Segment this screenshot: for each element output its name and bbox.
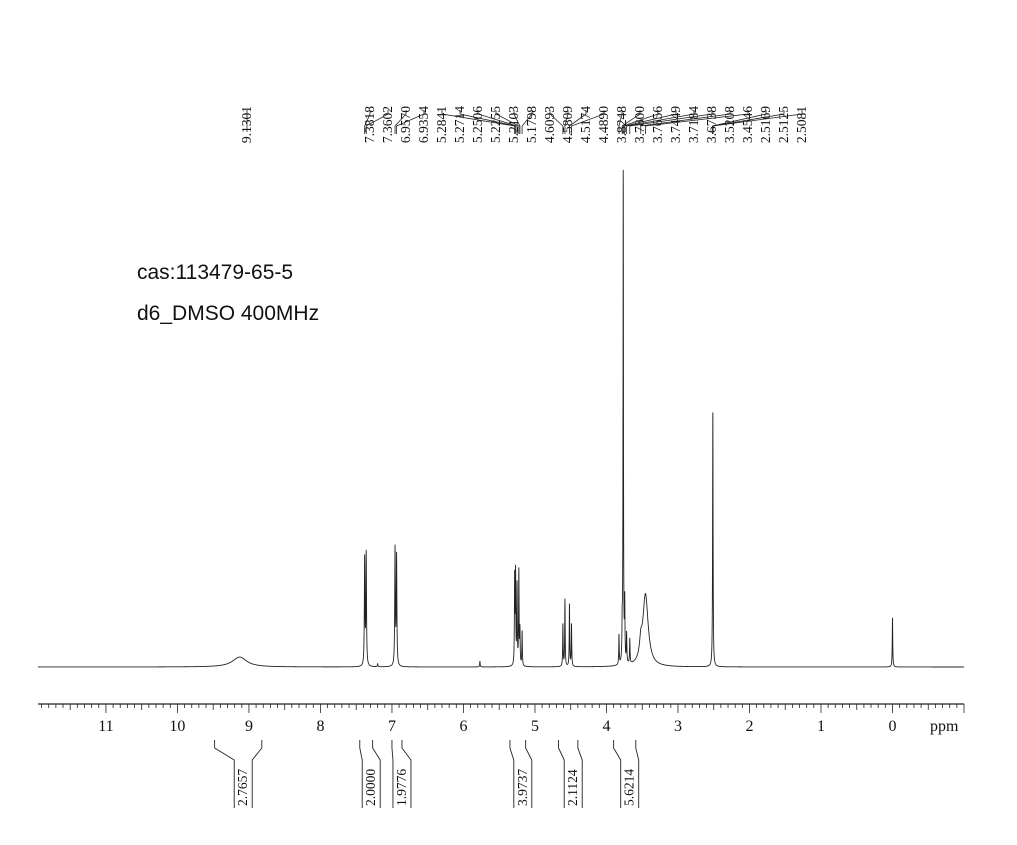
peak-shift-label: 4.6093 xyxy=(542,106,557,143)
integral-value-label: 1.9776 xyxy=(394,769,409,806)
x-tick-label: 10 xyxy=(169,718,185,735)
peak-connector xyxy=(459,110,516,134)
integral-bracket-left xyxy=(391,740,394,808)
peak-connector xyxy=(549,110,564,134)
x-tick-label: 0 xyxy=(888,718,896,735)
x-tick-label: 6 xyxy=(459,718,467,735)
integral-bracket-left xyxy=(558,740,565,808)
peak-connector xyxy=(571,110,605,134)
peak-shift-label: 3.4546 xyxy=(740,106,755,143)
integral-bracket-left xyxy=(509,740,515,808)
peak-shift-label: 5.2506 xyxy=(470,106,485,143)
peak-connector xyxy=(645,110,749,134)
integral-bracket-right xyxy=(635,740,640,808)
integral-bracket-left xyxy=(359,740,363,808)
x-tick-label: 5 xyxy=(531,718,539,735)
peak-connector xyxy=(622,110,659,134)
peak-connector xyxy=(569,110,587,134)
peak-connector xyxy=(640,110,731,134)
peak-shift-label: 4.5174 xyxy=(578,106,593,143)
integral-bracket-right xyxy=(577,740,583,808)
integral-bracket-right xyxy=(251,740,263,808)
peak-connector xyxy=(624,110,677,134)
peak-connector xyxy=(477,110,518,134)
peak-connector xyxy=(364,110,371,134)
peak-connector xyxy=(495,110,520,134)
solvent-annotation: d6_DMSO 400MHz xyxy=(137,302,319,325)
x-tick-label: 9 xyxy=(245,718,253,735)
integral-group: 2.7657 2.0000 1.9776 3.9737 2.1124 5.6214 xyxy=(214,740,640,808)
integral-value-label: 3.9737 xyxy=(515,769,530,806)
integral-value-label: 2.1124 xyxy=(565,769,580,806)
peak-shift-label: 3.5208 xyxy=(722,106,737,143)
integral-bracket-right xyxy=(372,740,381,808)
peak-connector xyxy=(441,110,516,134)
peak-connector xyxy=(564,110,569,134)
peak-shift-label: 2.5125 xyxy=(776,106,791,143)
x-tick-label: 7 xyxy=(388,718,396,735)
spectrum-trace xyxy=(38,169,964,668)
peak-connector xyxy=(365,110,389,134)
peak-shift-label: 3.8248 xyxy=(614,106,629,143)
peak-shift-label: 5.2255 xyxy=(488,106,503,143)
x-tick-label: 2 xyxy=(745,718,753,735)
integral-bracket-left xyxy=(613,740,622,808)
peak-shift-label: 6.9354 xyxy=(416,106,431,143)
integral-bracket-right xyxy=(401,740,412,808)
integral-value-label: 2.0000 xyxy=(363,769,378,806)
peak-connector-group xyxy=(246,110,803,134)
x-tick-label: 1 xyxy=(817,718,825,735)
peak-connector xyxy=(394,110,407,134)
integral-value-label: 5.6214 xyxy=(622,769,637,806)
peak-shift-label: 5.2714 xyxy=(452,106,467,143)
peak-connector xyxy=(618,110,623,134)
peak-connector xyxy=(513,110,521,134)
peak-shift-label: 2.5081 xyxy=(794,106,809,143)
peak-connector xyxy=(626,110,695,134)
x-axis-unit-label: ppm xyxy=(930,718,959,735)
cas-annotation: cas:113479-65-5 xyxy=(137,261,293,284)
x-tick-label: 8 xyxy=(316,718,324,735)
peak-shift-label: 7.3602 xyxy=(380,106,395,143)
peak-shift-label: 4.5809 xyxy=(560,106,575,143)
peak-shift-label: 9.1301 xyxy=(239,106,254,143)
x-tick-label: 4 xyxy=(602,718,610,735)
x-tick-label: 11 xyxy=(98,718,113,735)
peak-connector xyxy=(621,110,641,134)
integral-bracket-left xyxy=(214,740,235,808)
peak-connector xyxy=(521,110,533,134)
peak-connector xyxy=(396,110,425,134)
x-tick-label: 3 xyxy=(674,718,682,735)
integral-bracket-right xyxy=(525,740,533,808)
peak-shift-label: 2.5169 xyxy=(758,106,773,143)
peak-shift-label: 3.7449 xyxy=(668,106,683,143)
peak-shift-label: 5.1798 xyxy=(524,106,539,143)
peak-shift-label: 3.6738 xyxy=(704,106,719,143)
x-axis: 11 10 9 8 7 6 5 4 3 2 1 0 xyxy=(38,703,965,735)
peak-connector xyxy=(712,110,803,134)
peak-shift-label: 4.4890 xyxy=(596,106,611,143)
peak-connector xyxy=(629,110,713,134)
peak-shift-label: 5.2841 xyxy=(434,106,449,143)
peak-shift-label: 6.9570 xyxy=(398,106,413,143)
peak-shift-label: 3.7184 xyxy=(686,106,701,143)
integral-value-label: 2.7657 xyxy=(235,769,250,806)
